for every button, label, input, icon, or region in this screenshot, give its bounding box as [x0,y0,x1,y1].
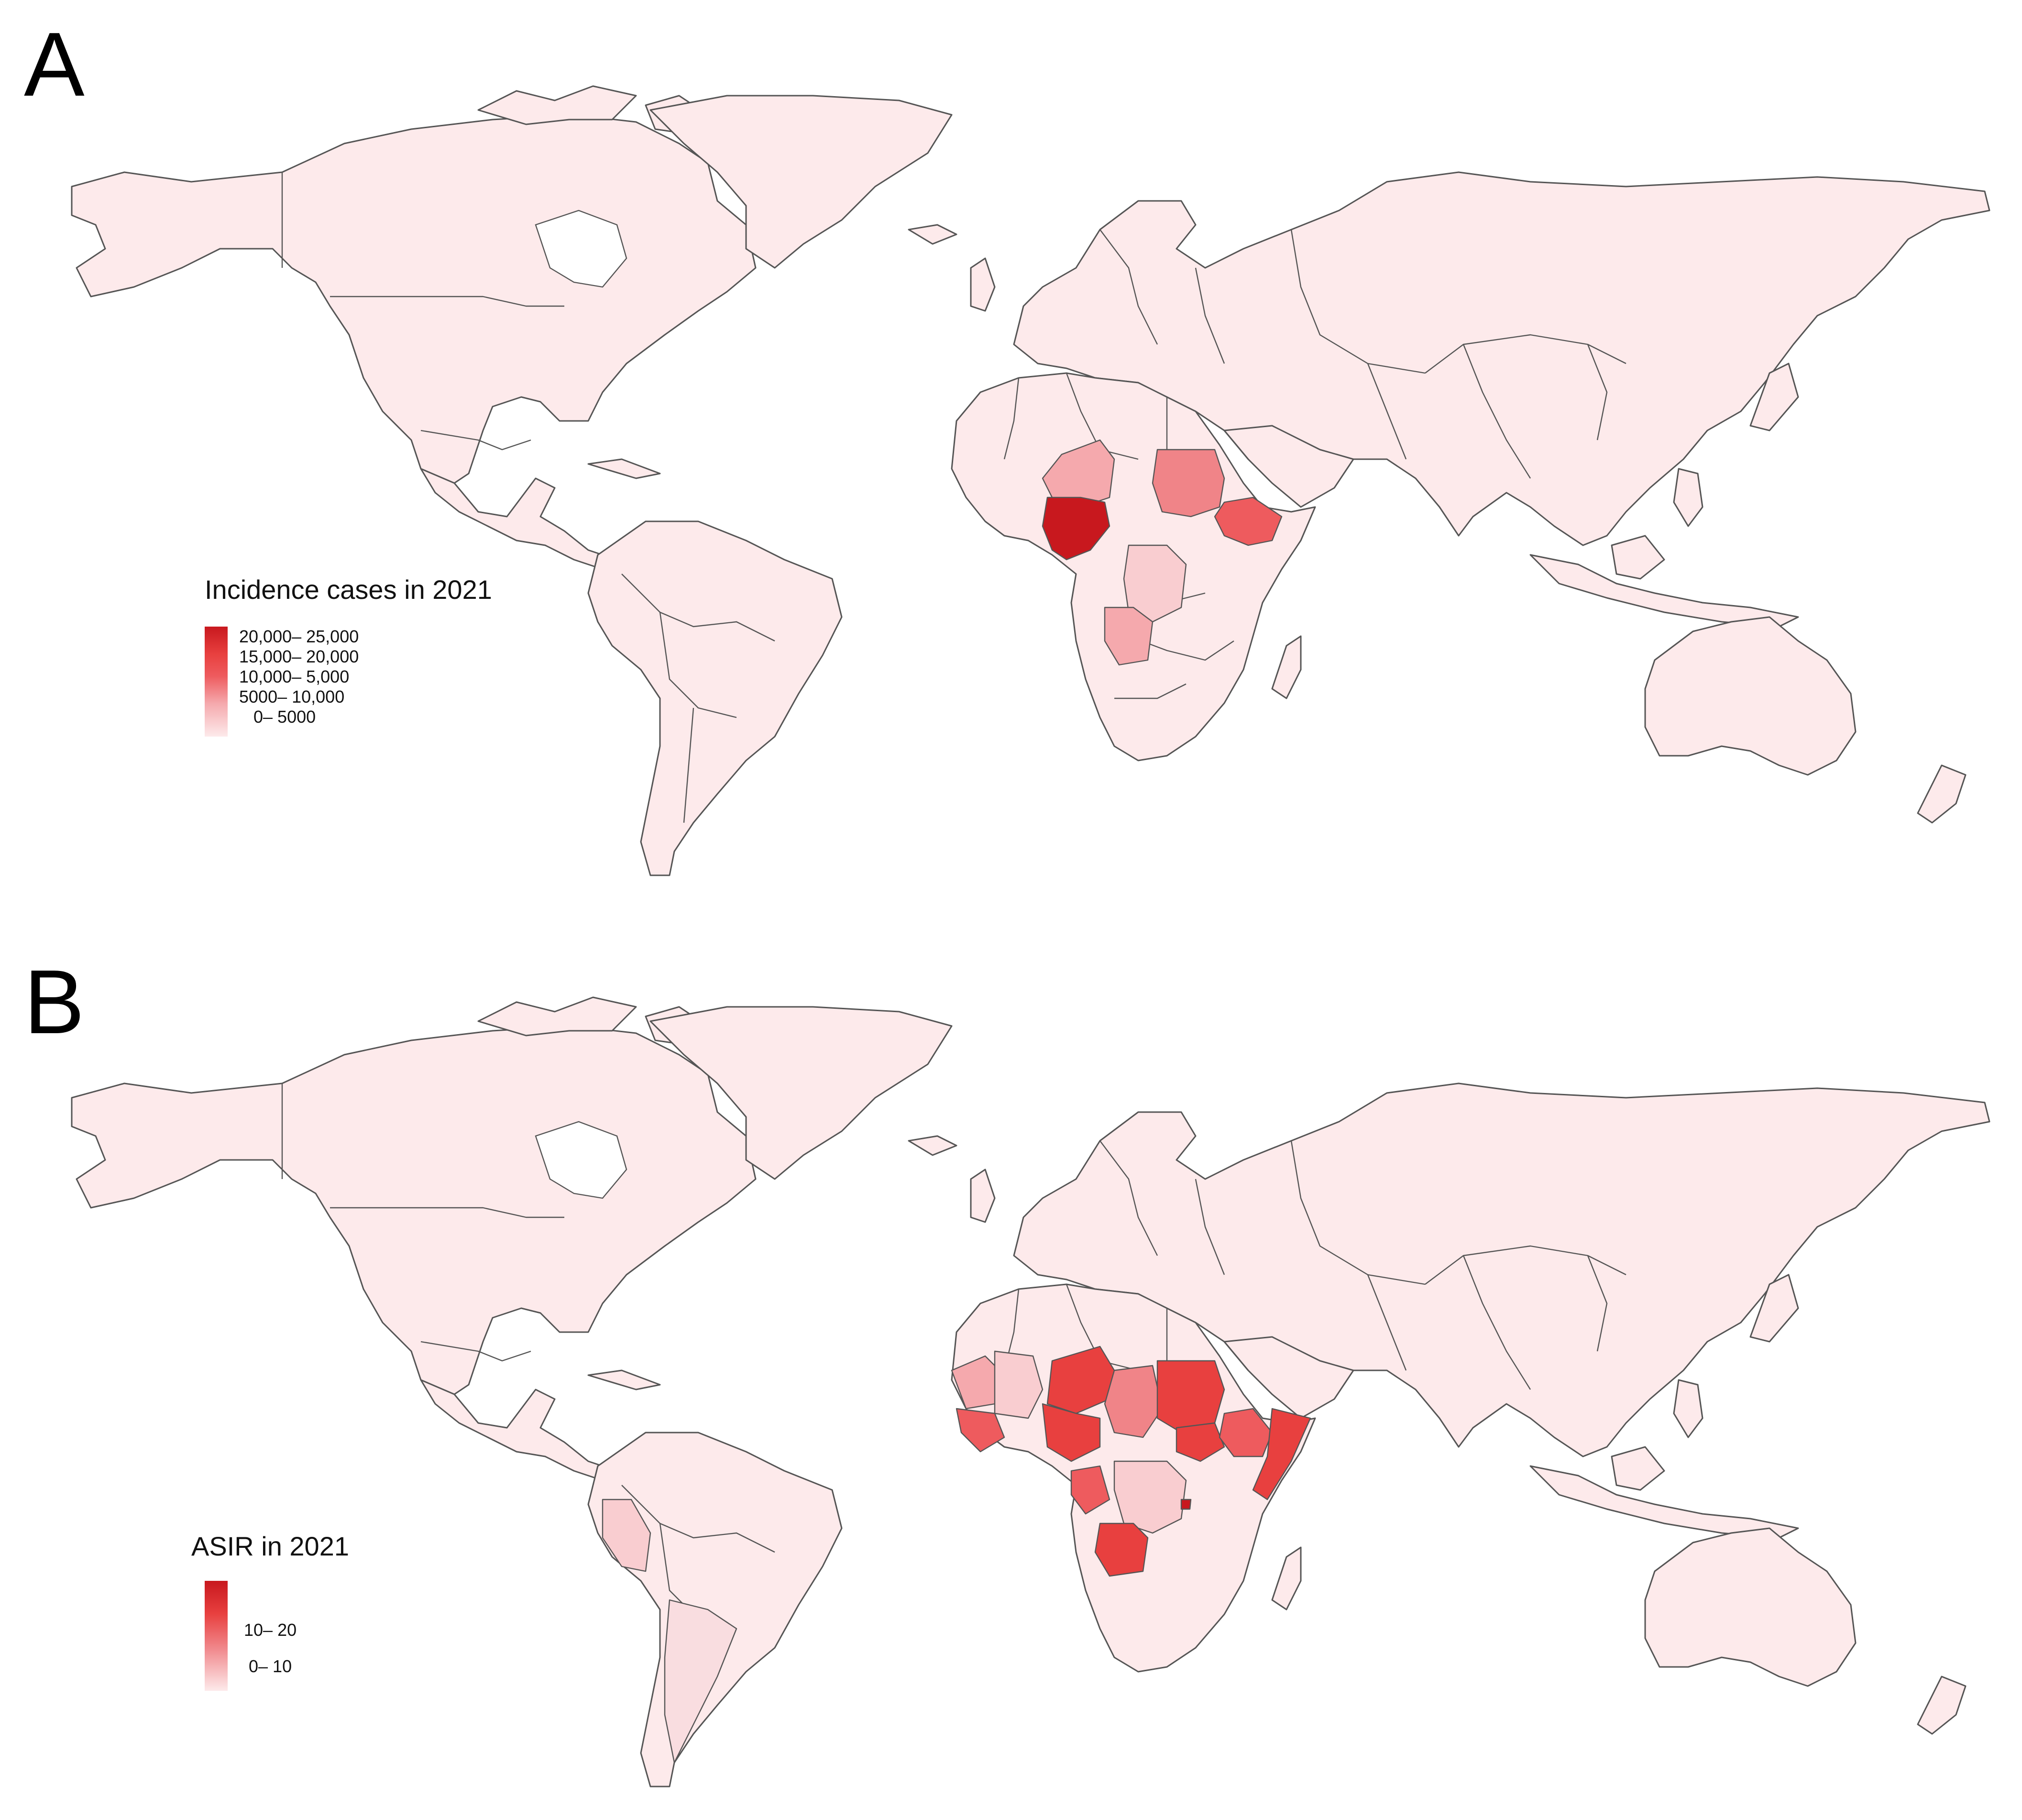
north-america [71,1025,757,1395]
continents [71,85,1990,876]
indonesia [1529,1465,1799,1539]
arctic-islands [477,996,637,1037]
panel-label: A [24,14,85,115]
continents [71,996,1990,1787]
sudan [1156,1360,1225,1434]
sudan [1152,449,1225,518]
south-america [587,520,843,876]
arabia [1223,1336,1354,1419]
legend-label-1: 10– 20 [244,1620,297,1640]
ethiopia [1214,496,1283,546]
mali [994,1350,1044,1419]
uk [970,257,996,312]
legend-label-1: 20,000– 25,000 [239,627,359,646]
cuba [587,458,661,479]
greenland [649,95,953,269]
legend-title: ASIR in 2021 [191,1531,349,1561]
arabia [1223,425,1354,508]
central-america [420,468,618,570]
angola [1094,1522,1149,1577]
legend-label-2: 15,000– 20,000 [239,647,359,666]
cuba [587,1369,661,1390]
panel-a: A [0,0,2022,909]
iceland [908,224,957,245]
japan [1749,363,1799,431]
borneo [1611,1446,1665,1491]
legend-title: Incidence cases in 2021 [205,574,492,605]
uk [970,1169,996,1223]
somalia [1252,1408,1311,1500]
indonesia [1529,554,1799,628]
greenland [649,1006,953,1180]
legend-label-2: 0– 10 [249,1656,292,1676]
japan [1749,1274,1799,1343]
dr-congo [1113,1460,1187,1534]
philippines [1673,468,1703,527]
legend-label-3: 10,000– 5,000 [239,667,350,686]
world-map [71,996,1990,1787]
south-america [587,1432,843,1787]
legend-label-4: 5000– 10,000 [239,687,345,706]
guinea-coast [956,1408,1005,1453]
south-sudan [1176,1422,1225,1462]
north-america [71,114,757,484]
nigeria [1042,1403,1101,1462]
legend-label-5: 0– 5000 [253,707,316,727]
highlighted-countries [602,1346,1311,1764]
new-zealand [1917,764,1967,824]
legend-color-bar [205,627,228,737]
world-map [71,85,1990,876]
ethiopia [1219,1408,1273,1457]
nigeria [1042,496,1110,561]
legend-color-bar [205,1581,228,1691]
argentina [664,1599,737,1764]
iceland [908,1135,957,1156]
madagascar [1271,1546,1302,1610]
panel-label: B [24,951,85,1053]
gabon-congo [1070,1465,1110,1515]
philippines [1673,1379,1703,1438]
angola [1104,607,1154,666]
madagascar [1271,635,1302,699]
arctic-islands [477,85,637,125]
central-america [420,1379,618,1481]
australia [1644,1527,1857,1687]
chad [1104,1365,1163,1438]
highlighted-countries [1042,439,1283,666]
peru [602,1499,651,1572]
hudson-bay [535,1121,627,1199]
australia [1644,616,1857,776]
dr-congo [1123,544,1187,623]
burundi [1180,1499,1192,1510]
hudson-bay [535,210,627,288]
new-zealand [1917,1676,1967,1735]
panel-b: B [0,911,2022,1820]
borneo [1611,535,1665,580]
